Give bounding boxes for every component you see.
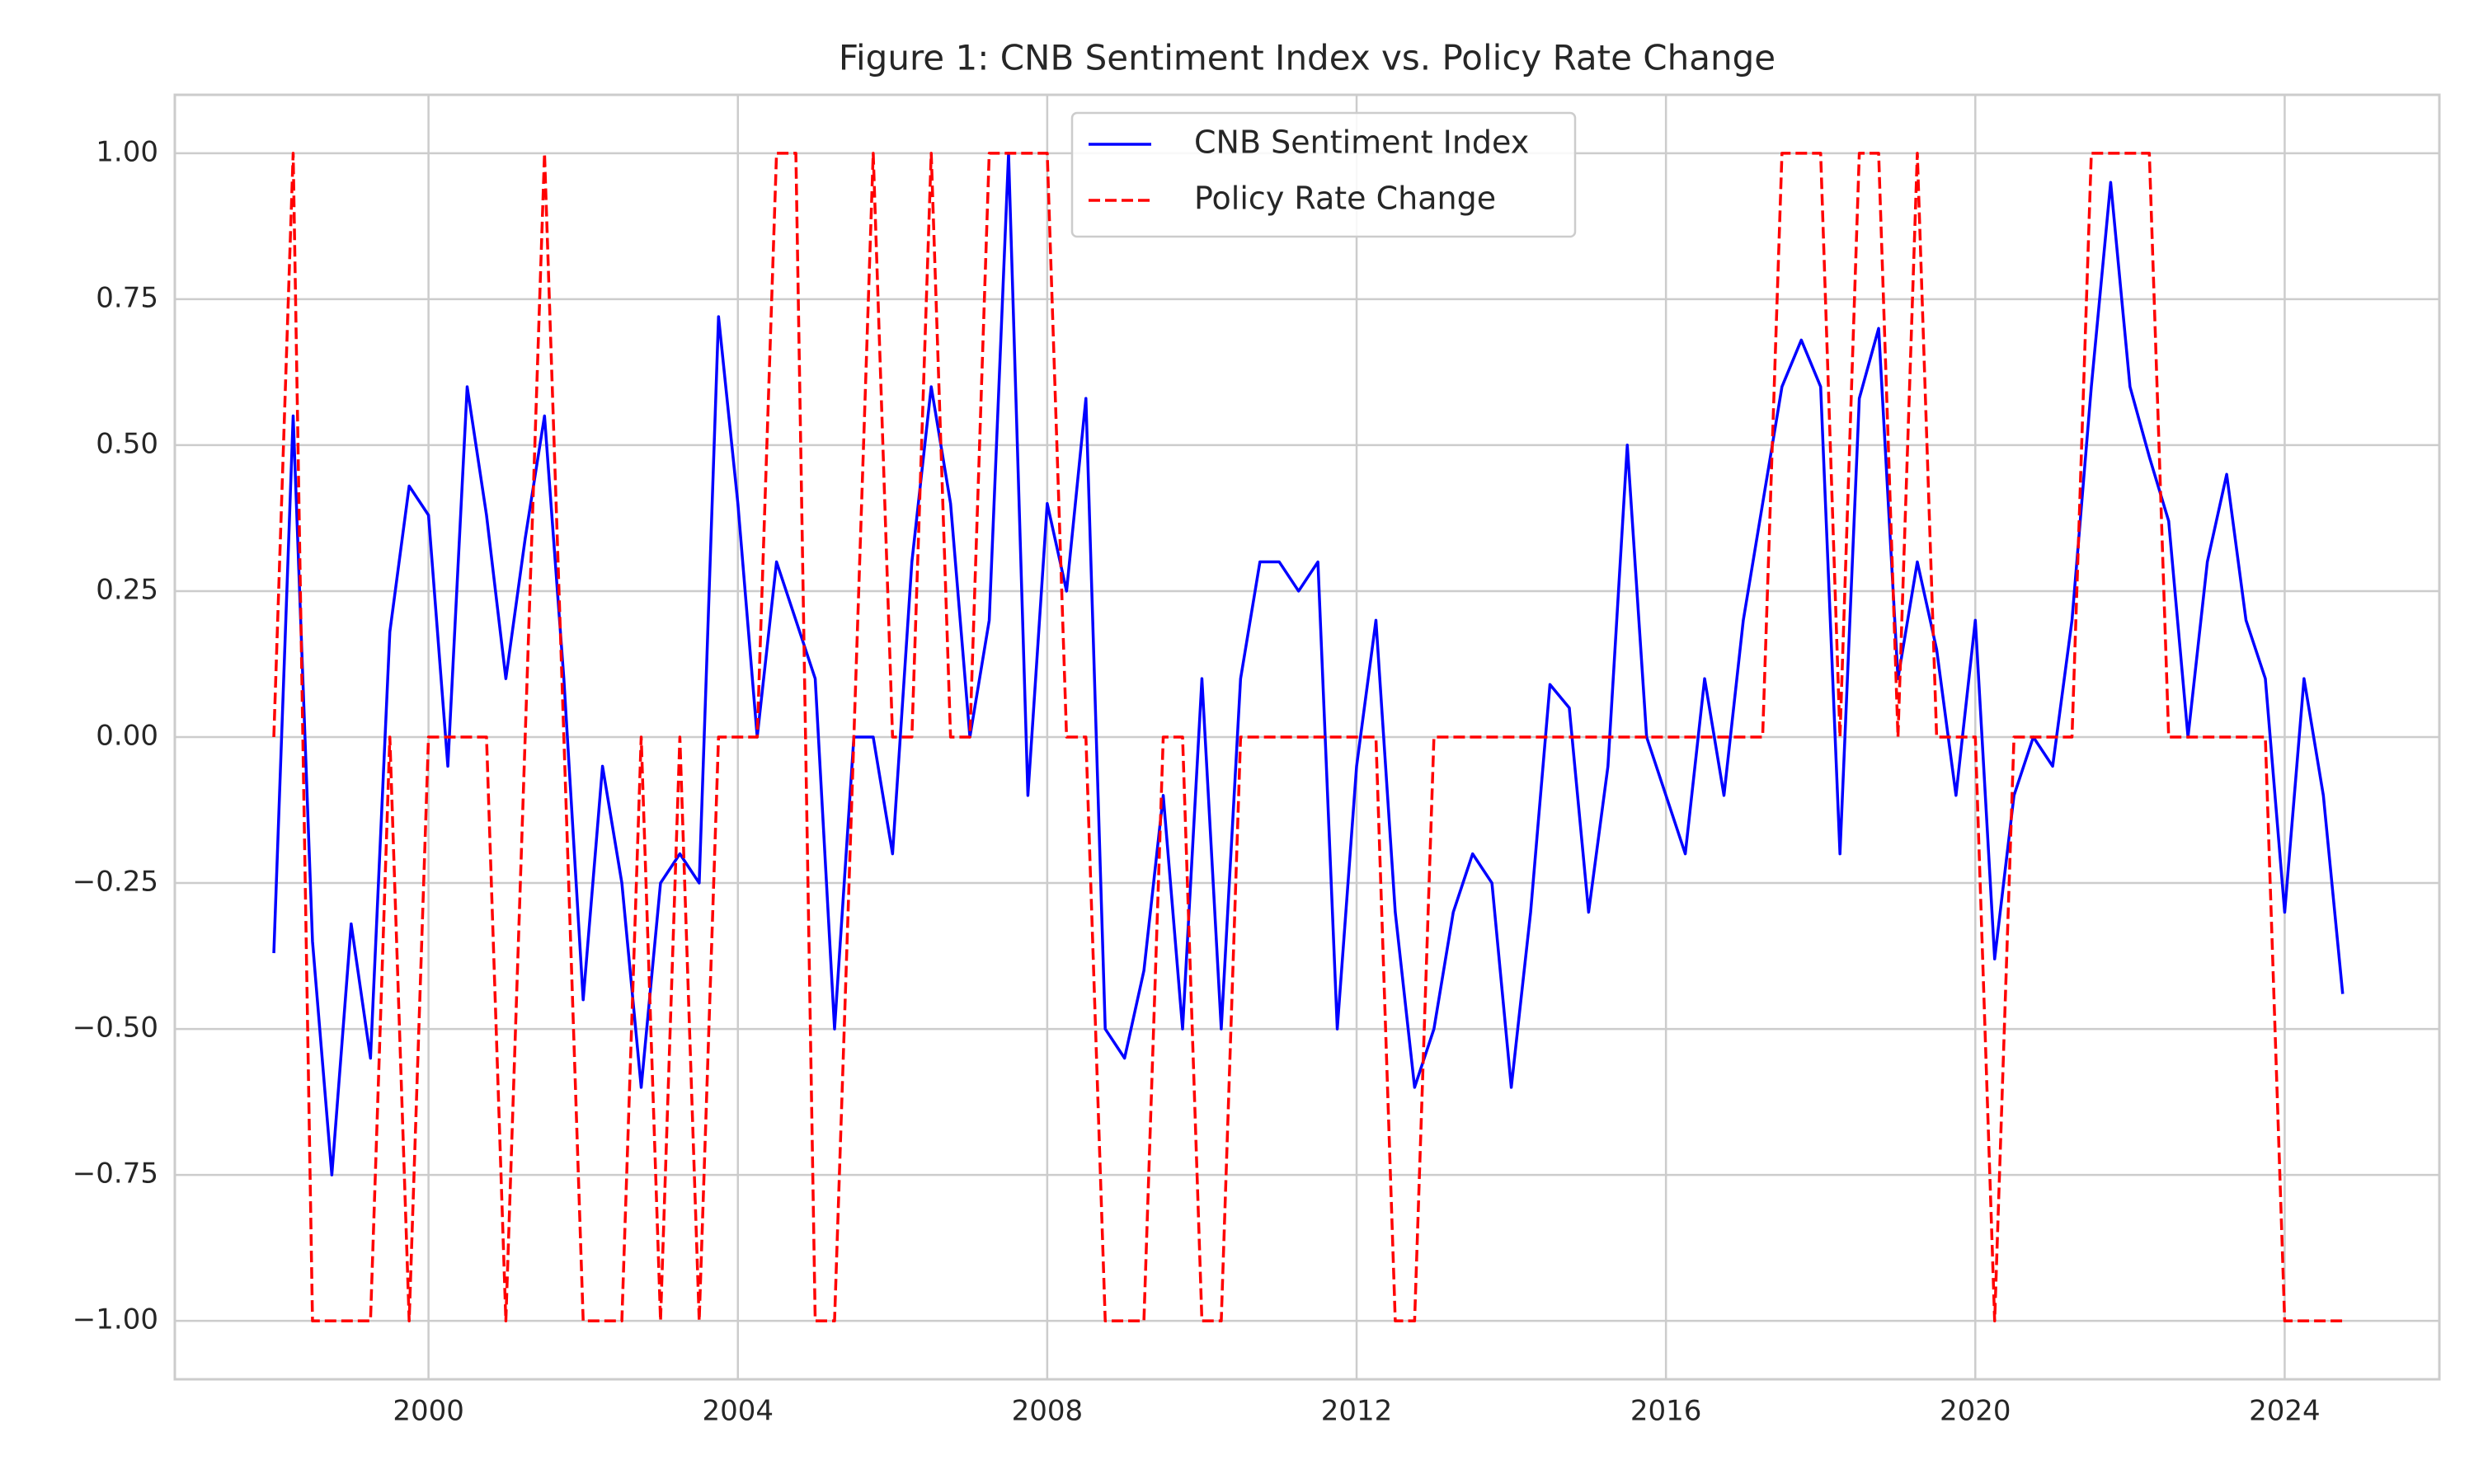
- legend: CNB Sentiment Index Policy Rate Change: [1070, 111, 1577, 238]
- y-tick-label: −0.75: [73, 1158, 158, 1190]
- x-tick-label: 2012: [1321, 1395, 1393, 1428]
- x-tick-label: 2016: [1630, 1395, 1702, 1428]
- series-line: [272, 152, 2343, 1322]
- x-tick-label: 2008: [1012, 1395, 1084, 1428]
- y-tick-label: −0.25: [73, 866, 158, 899]
- x-tick-label: 2004: [702, 1395, 774, 1428]
- y-tick-label: 0.50: [96, 427, 158, 460]
- series-line: [272, 152, 2345, 1176]
- legend-label: CNB Sentiment Index: [1194, 124, 1529, 161]
- x-tick-label: 2020: [1940, 1395, 2011, 1428]
- y-tick-label: 0.25: [96, 573, 158, 606]
- x-tick-label: 2000: [393, 1395, 464, 1428]
- legend-label: Policy Rate Change: [1194, 181, 1496, 217]
- y-tick-label: −1.00: [73, 1303, 158, 1336]
- y-tick-label: 1.00: [96, 135, 158, 168]
- x-tick-label: 2024: [2249, 1395, 2321, 1428]
- plot-frame: [173, 93, 2441, 1381]
- chart-title: Figure 1: CNB Sentiment Index vs. Policy…: [839, 38, 1776, 78]
- y-tick-label: 0.00: [96, 720, 158, 753]
- y-tick-label: −0.50: [73, 1012, 158, 1045]
- y-tick-label: 0.75: [96, 281, 158, 314]
- legend-box: [1070, 111, 1577, 238]
